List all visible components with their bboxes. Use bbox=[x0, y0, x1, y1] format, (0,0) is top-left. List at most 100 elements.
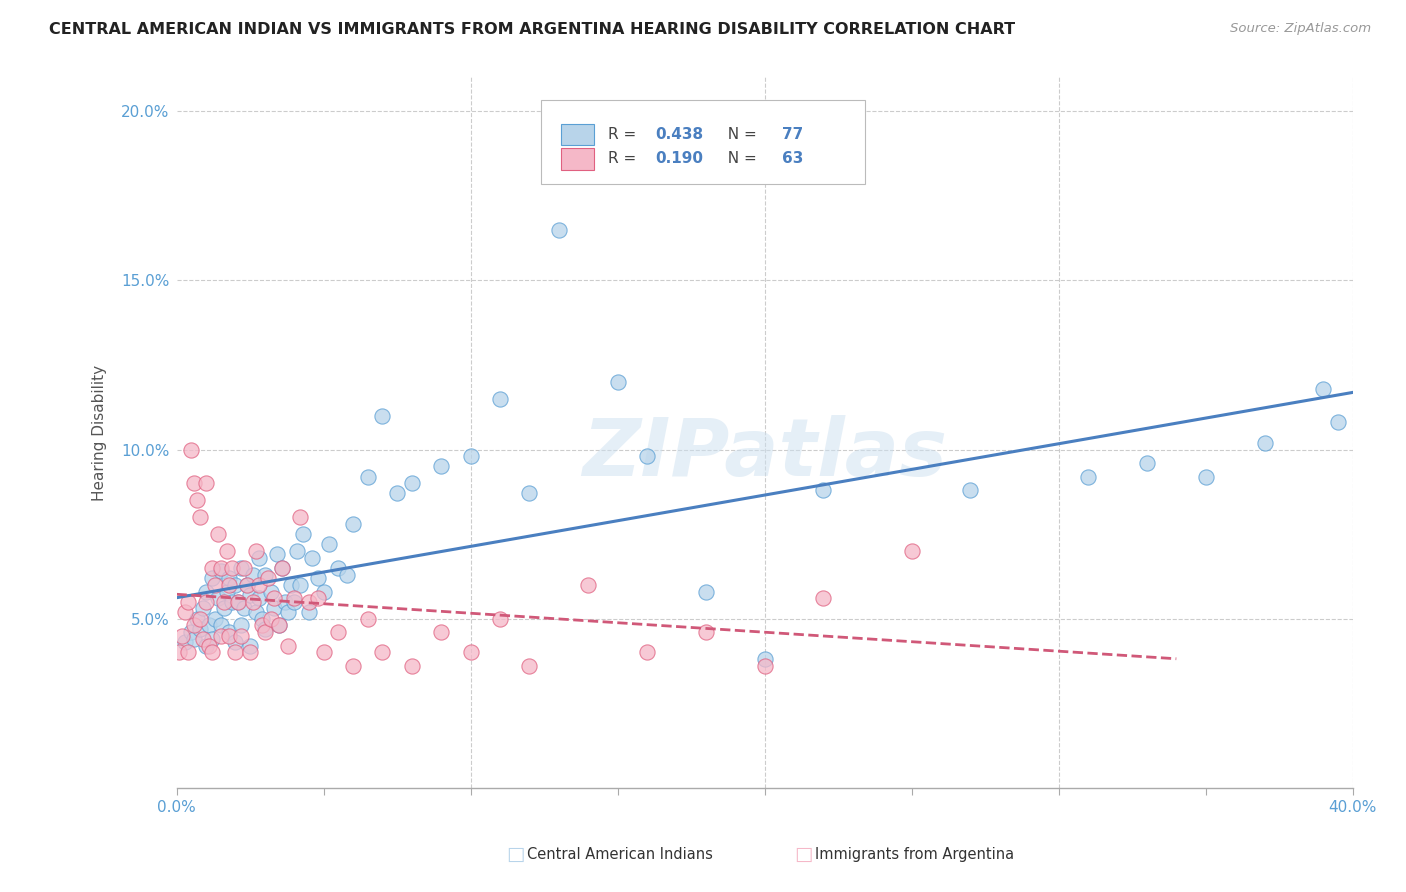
Point bbox=[209, 628, 232, 642]
Point bbox=[636, 450, 658, 464]
Point bbox=[186, 493, 208, 508]
Point bbox=[194, 584, 217, 599]
Point bbox=[201, 645, 224, 659]
Point bbox=[224, 645, 246, 659]
Text: N =: N = bbox=[717, 152, 761, 167]
Point bbox=[204, 578, 226, 592]
Point bbox=[318, 537, 340, 551]
Point bbox=[183, 618, 205, 632]
Point bbox=[239, 588, 262, 602]
Point bbox=[233, 561, 256, 575]
Point bbox=[188, 612, 211, 626]
Point bbox=[215, 544, 238, 558]
Point bbox=[489, 612, 512, 626]
Text: 0.190: 0.190 bbox=[655, 152, 703, 167]
Point bbox=[519, 486, 541, 500]
Point bbox=[1077, 469, 1099, 483]
Point bbox=[1312, 382, 1334, 396]
Point bbox=[224, 635, 246, 649]
Point bbox=[180, 625, 202, 640]
Point bbox=[274, 595, 297, 609]
Point bbox=[371, 409, 394, 423]
Point bbox=[636, 645, 658, 659]
Point bbox=[191, 601, 214, 615]
Point bbox=[307, 571, 329, 585]
Point bbox=[169, 645, 191, 659]
Point bbox=[198, 639, 221, 653]
Point bbox=[194, 595, 217, 609]
Point bbox=[371, 645, 394, 659]
Text: ZIPatlas: ZIPatlas bbox=[582, 415, 948, 493]
Point bbox=[357, 612, 380, 626]
Point bbox=[231, 618, 253, 632]
Point bbox=[250, 618, 273, 632]
Point bbox=[253, 622, 276, 636]
Point bbox=[231, 561, 253, 575]
Point bbox=[301, 550, 323, 565]
Text: Immigrants from Argentina: Immigrants from Argentina bbox=[815, 847, 1015, 862]
Point bbox=[209, 564, 232, 578]
Point bbox=[489, 392, 512, 406]
Point bbox=[172, 628, 194, 642]
Point bbox=[277, 639, 299, 653]
Y-axis label: Hearing Disability: Hearing Disability bbox=[93, 365, 107, 500]
Point bbox=[209, 561, 232, 575]
Point bbox=[245, 544, 267, 558]
Point bbox=[174, 635, 197, 649]
Point bbox=[218, 625, 240, 640]
Point bbox=[519, 659, 541, 673]
FancyBboxPatch shape bbox=[561, 148, 595, 169]
Point bbox=[342, 659, 364, 673]
Point bbox=[269, 618, 291, 632]
Point bbox=[236, 578, 259, 592]
Point bbox=[209, 618, 232, 632]
Point bbox=[1327, 416, 1350, 430]
Point bbox=[242, 595, 264, 609]
Point bbox=[1195, 469, 1218, 483]
Point bbox=[695, 625, 717, 640]
Text: R =: R = bbox=[609, 152, 641, 167]
Point bbox=[259, 584, 281, 599]
Point bbox=[307, 591, 329, 606]
Text: 0.438: 0.438 bbox=[655, 127, 703, 142]
Point bbox=[1136, 456, 1159, 470]
Point bbox=[253, 567, 276, 582]
Point bbox=[183, 476, 205, 491]
Point bbox=[212, 601, 235, 615]
Text: □: □ bbox=[794, 845, 813, 864]
Text: CENTRAL AMERICAN INDIAN VS IMMIGRANTS FROM ARGENTINA HEARING DISABILITY CORRELAT: CENTRAL AMERICAN INDIAN VS IMMIGRANTS FR… bbox=[49, 22, 1015, 37]
Point bbox=[288, 510, 311, 524]
Point bbox=[900, 544, 922, 558]
Point bbox=[328, 561, 350, 575]
Point bbox=[695, 584, 717, 599]
Point bbox=[606, 375, 628, 389]
Point bbox=[283, 591, 305, 606]
Point bbox=[401, 659, 423, 673]
Point bbox=[236, 578, 259, 592]
Point bbox=[547, 222, 569, 236]
Text: □: □ bbox=[506, 845, 524, 864]
Point bbox=[401, 476, 423, 491]
Point bbox=[188, 622, 211, 636]
Point bbox=[194, 476, 217, 491]
Point bbox=[312, 645, 335, 659]
Point bbox=[576, 578, 599, 592]
Point bbox=[342, 516, 364, 531]
Point bbox=[247, 591, 270, 606]
Point bbox=[212, 595, 235, 609]
Point bbox=[460, 450, 482, 464]
Point bbox=[207, 591, 229, 606]
FancyBboxPatch shape bbox=[541, 100, 865, 184]
Point bbox=[336, 567, 359, 582]
Point bbox=[298, 605, 321, 619]
Text: 77: 77 bbox=[782, 127, 804, 142]
Point bbox=[218, 578, 240, 592]
Text: R =: R = bbox=[609, 127, 641, 142]
Point bbox=[224, 578, 246, 592]
Point bbox=[754, 659, 776, 673]
Point bbox=[247, 578, 270, 592]
Point bbox=[218, 628, 240, 642]
Point bbox=[271, 561, 294, 575]
Point bbox=[288, 578, 311, 592]
Point bbox=[198, 618, 221, 632]
